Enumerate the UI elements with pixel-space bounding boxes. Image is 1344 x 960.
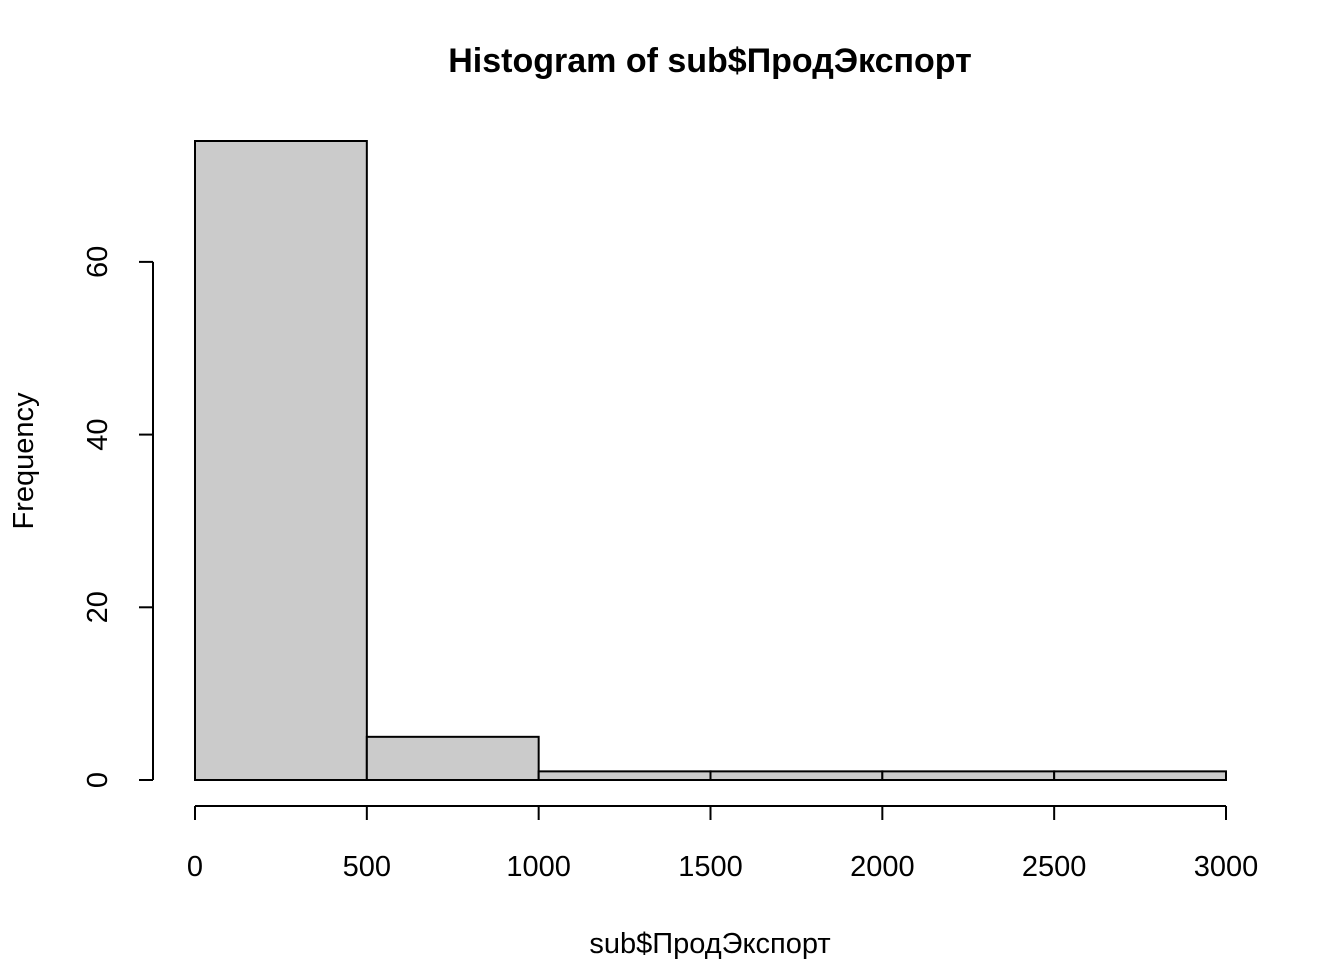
- x-tick-label-3: 1500: [678, 851, 743, 883]
- x-tick-label-4: 2000: [850, 851, 915, 883]
- x-tick-label-6: 3000: [1194, 851, 1259, 883]
- x-tick-label-1: 500: [343, 851, 391, 883]
- y-tick-label-0: 0: [82, 772, 114, 788]
- chart-title: Histogram of sub$ПродЭкспорт: [448, 42, 972, 80]
- x-tick-label-5: 2500: [1022, 851, 1087, 883]
- x-tick-label-2: 1000: [506, 851, 571, 883]
- y-tick-label-2: 40: [82, 418, 114, 450]
- histogram-bar-1: [365, 735, 540, 782]
- y-tick-label-1: 20: [82, 591, 114, 623]
- x-tick-label-0: 0: [187, 851, 203, 883]
- histogram-bar-4: [881, 770, 1056, 782]
- x-axis: 0 500 1000 1500 2000 2500 3000: [187, 805, 1259, 883]
- x-axis-label: sub$ПродЭкспорт: [589, 928, 830, 960]
- histogram-bar-3: [709, 770, 884, 782]
- histogram-bar-5: [1053, 770, 1227, 782]
- y-axis-label: Frequency: [8, 392, 40, 530]
- histogram-bar-0: [194, 140, 368, 781]
- y-axis: 0 20 40 60: [82, 246, 154, 788]
- histogram-bar-2: [537, 770, 712, 782]
- y-tick-label-3: 60: [82, 246, 114, 278]
- bars-group: [194, 140, 1227, 782]
